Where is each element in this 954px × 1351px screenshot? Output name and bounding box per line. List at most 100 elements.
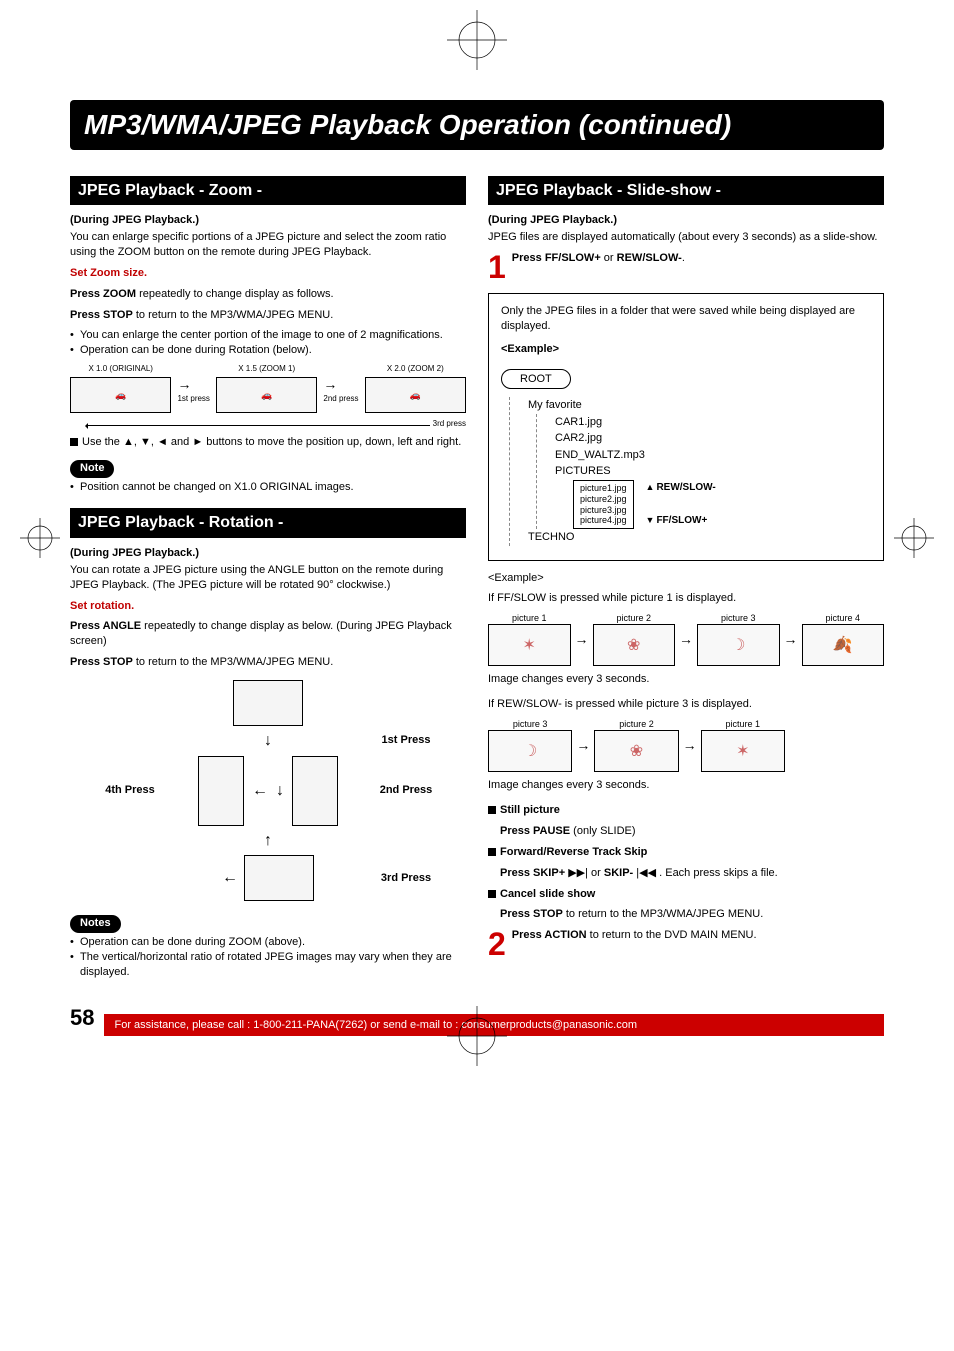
still-p: Press PAUSE (only SLIDE) xyxy=(488,824,884,839)
square-bullet-icon xyxy=(70,438,78,446)
zoom-set-2: Press STOP to return to the MP3/WMA/JPEG… xyxy=(70,308,466,323)
ff-a2: → xyxy=(679,630,693,649)
still-row: Still picture xyxy=(488,803,884,818)
example-label: <Example> xyxy=(501,342,871,357)
ff-every3: Image changes every 3 seconds. xyxy=(488,672,884,687)
still-h: Still picture xyxy=(500,804,560,816)
zoom-arrow-1: →1st press xyxy=(177,375,209,405)
slideshow-heading: JPEG Playback - Slide-show - xyxy=(488,176,884,206)
notes-pill: Notes xyxy=(70,915,121,933)
zoom-bullet-2: Operation can be done during Rotation (b… xyxy=(70,343,466,358)
step2b: to return to the DVD MAIN MENU. xyxy=(587,929,757,941)
page: MP3/WMA/JPEG Playback Operation (continu… xyxy=(0,0,954,1076)
two-column-layout: JPEG Playback - Zoom - (During JPEG Play… xyxy=(70,168,884,986)
rot-bot-row: ← xyxy=(222,855,314,901)
ff-arrow: FF/SLOW+ xyxy=(646,513,716,528)
zoom-label-2: X 1.5 (ZOOM 1) xyxy=(216,364,317,375)
zoom-note: Position cannot be changed on X1.0 ORIGI… xyxy=(70,480,466,495)
rw-a1: → xyxy=(576,736,590,755)
rw-l3: picture 1 xyxy=(701,718,785,730)
zoom-during: (During JPEG Playback.) xyxy=(70,213,466,228)
slide-direction-arrows: REW/SLOW- FF/SLOW+ xyxy=(646,480,716,528)
rw-a2: → xyxy=(683,736,697,755)
zoom-bullet-1: You can enlarge the center portion of th… xyxy=(70,328,466,343)
ff-i2: ❀ xyxy=(593,624,676,666)
rot-mid-row: ← ↓ xyxy=(198,756,338,826)
zoom-press-2: 2nd press xyxy=(323,394,358,405)
ff-l1: picture 1 xyxy=(488,612,571,624)
zoom-arrow-2: →2nd press xyxy=(323,375,358,405)
ff-a3: → xyxy=(784,630,798,649)
ff-a1: → xyxy=(575,630,589,649)
rot-arrow-down-1: ↓ xyxy=(264,730,272,752)
rw-c1: picture 3☽ xyxy=(488,718,572,772)
tree-p2: picture2.jpg xyxy=(580,494,627,505)
zoom-label-1: X 1.0 (ORIGINAL) xyxy=(70,364,171,375)
rotation-heading: JPEG Playback - Rotation - xyxy=(70,508,466,538)
ff-l2: picture 2 xyxy=(593,612,676,624)
rotation-during: (During JPEG Playback.) xyxy=(70,546,466,561)
rotation-diagram: ↓ 1st Press 4th Press ← ↓ 2nd Press ↑ ← xyxy=(70,680,466,901)
zoom-image-1: 🚗 xyxy=(70,377,171,413)
zoom-use-text: Use the ▲, ▼, ◄ and ► buttons to move th… xyxy=(82,436,461,448)
skip-back-icon: |◀◀ xyxy=(636,867,656,879)
zoom-back-arrow: 3rd press xyxy=(70,421,466,435)
left-column: JPEG Playback - Zoom - (During JPEG Play… xyxy=(70,168,466,986)
step-2: 2 Press ACTION to return to the DVD MAIN… xyxy=(488,928,884,960)
step-2-number: 2 xyxy=(488,928,506,960)
rot-label-1: 1st Press xyxy=(382,733,431,748)
ff-l3: picture 3 xyxy=(697,612,780,624)
cancel-h: Cancel slide show xyxy=(500,888,595,900)
pictures-box: picture1.jpg picture2.jpg picture3.jpg p… xyxy=(573,480,634,529)
ff-i4: 🍂 xyxy=(802,624,885,666)
tree-car1: CAR1.jpg xyxy=(555,414,871,431)
square-icon xyxy=(488,890,496,898)
registration-mark-bottom xyxy=(447,1006,507,1066)
registration-mark-left xyxy=(20,518,60,558)
ff-line: If FF/SLOW is pressed while picture 1 is… xyxy=(488,591,884,606)
skip-fwd-icon: ▶▶| xyxy=(568,867,588,879)
rot-label-4: 4th Press xyxy=(105,783,155,798)
rotation-intro: You can rotate a JPEG picture using the … xyxy=(70,563,466,593)
rot-label-3: 3rd Press xyxy=(381,871,431,886)
step2a: Press ACTION xyxy=(512,929,587,941)
step-1-number: 1 xyxy=(488,251,506,283)
rot-set-2b: to return to the MP3/WMA/JPEG MENU. xyxy=(133,656,334,668)
rot-arrow-up: ↑ xyxy=(264,830,272,852)
tree-favorite: My favorite xyxy=(528,397,871,414)
fr-p4: . Each press skips a file. xyxy=(656,867,778,879)
zoom-intro: You can enlarge specific portions of a J… xyxy=(70,230,466,260)
rotation-set-1: Press ANGLE repeatedly to change display… xyxy=(70,619,466,649)
step-1-text: Press FF/SLOW+ or REW/SLOW-. xyxy=(488,251,884,266)
tree-endwaltz: END_WALTZ.mp3 xyxy=(555,447,871,464)
tree-p1: picture1.jpg xyxy=(580,483,627,494)
still-press: Press PAUSE xyxy=(500,825,570,837)
ff-l4: picture 4 xyxy=(802,612,885,624)
tree-pictures: PICTURES xyxy=(555,465,611,477)
zoom-cell-1: X 1.0 (ORIGINAL) 🚗 xyxy=(70,364,171,415)
rew-arrow: REW/SLOW- xyxy=(646,480,716,495)
rotation-set-2: Press STOP to return to the MP3/WMA/JPEG… xyxy=(70,655,466,670)
tree-car2: CAR2.jpg xyxy=(555,430,871,447)
example-box: Only the JPEG files in a folder that wer… xyxy=(488,293,884,561)
ff-c3: picture 3☽ xyxy=(697,612,780,666)
fr-h: Forward/Reverse Track Skip xyxy=(500,846,647,858)
cancel-p: Press STOP to return to the MP3/WMA/JPEG… xyxy=(488,907,884,922)
ff-i1: ✶ xyxy=(488,624,571,666)
ff-c4: picture 4🍂 xyxy=(802,612,885,666)
rw-i1: ☽ xyxy=(488,730,572,772)
page-title-bar: MP3/WMA/JPEG Playback Operation (continu… xyxy=(70,100,884,150)
zoom-use-arrows: Use the ▲, ▼, ◄ and ► buttons to move th… xyxy=(70,435,466,450)
zoom-press-stop: Press STOP xyxy=(70,309,133,321)
rw-i3: ✶ xyxy=(701,730,785,772)
page-title: MP3/WMA/JPEG Playback Operation (continu… xyxy=(84,106,870,144)
step1a: Press FF/SLOW+ xyxy=(512,252,601,264)
fr-p1: Press SKIP+ xyxy=(500,867,568,879)
zoom-set-head: Set Zoom size. xyxy=(70,266,466,281)
rot-img-right xyxy=(292,756,338,826)
root-node: ROOT xyxy=(501,369,571,390)
rw-l2: picture 2 xyxy=(594,718,678,730)
square-icon xyxy=(488,848,496,856)
fr-row: Forward/Reverse Track Skip xyxy=(488,845,884,860)
zoom-image-2: 🚗 xyxy=(216,377,317,413)
